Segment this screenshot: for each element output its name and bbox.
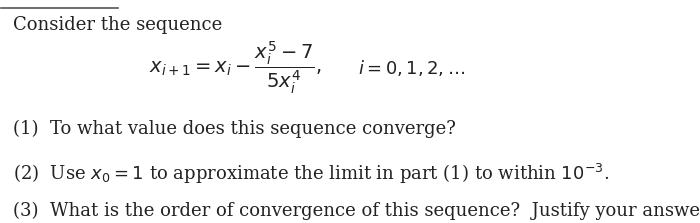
Text: (2)  Use $x_0 = 1$ to approximate the limit in part (1) to within $10^{-3}$.: (2) Use $x_0 = 1$ to approximate the lim… <box>13 161 609 186</box>
Text: (3)  What is the order of convergence of this sequence?  Justify your answer.: (3) What is the order of convergence of … <box>13 201 700 220</box>
Text: (1)  To what value does this sequence converge?: (1) To what value does this sequence con… <box>13 119 456 138</box>
Text: $x_{i+1} = x_i - \dfrac{x_i^5 - 7}{5x_i^4},$: $x_{i+1} = x_i - \dfrac{x_i^5 - 7}{5x_i^… <box>149 39 321 96</box>
Text: $i = 0, 1, 2, \ldots$: $i = 0, 1, 2, \ldots$ <box>358 58 465 78</box>
Text: Consider the sequence: Consider the sequence <box>13 16 223 34</box>
